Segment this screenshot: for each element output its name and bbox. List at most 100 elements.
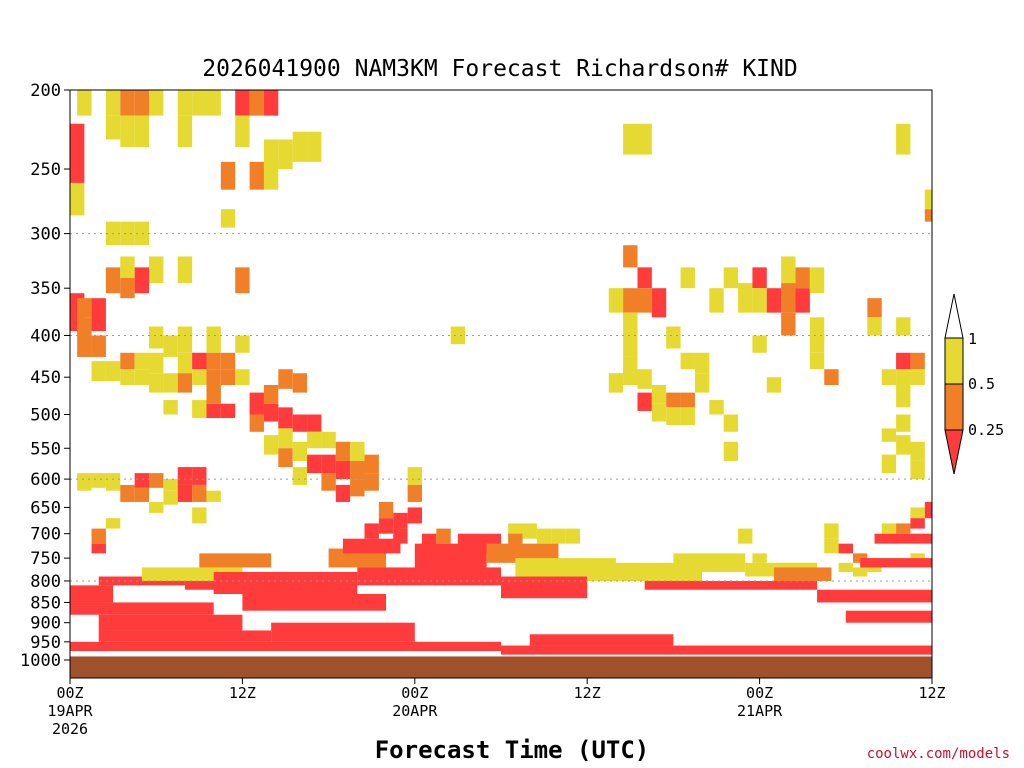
ri-cell	[105, 473, 121, 491]
ri-cell	[220, 161, 236, 190]
ri-cell	[364, 473, 379, 491]
ri-band	[213, 572, 358, 595]
ri-cell	[623, 288, 638, 313]
ri-band	[529, 634, 674, 646]
ri-cell	[77, 298, 92, 318]
ri-cell	[278, 369, 293, 389]
colorbar-label-0-25: 0.25	[968, 421, 1004, 439]
ri-cell	[364, 454, 379, 474]
ri-band	[70, 585, 114, 595]
y-tick-label: 550	[30, 439, 61, 459]
ri-cell	[393, 512, 408, 529]
ri-cell	[694, 373, 710, 393]
ri-cell	[407, 507, 422, 524]
y-tick-label: 500	[30, 406, 61, 426]
ri-cell	[838, 543, 853, 554]
ri-cell	[149, 501, 164, 513]
y-tick-label: 900	[30, 614, 61, 634]
ri-cell	[220, 403, 236, 419]
ri-cell	[77, 473, 92, 491]
ri-cell	[91, 298, 106, 332]
ri-band	[501, 576, 588, 599]
ri-cell	[608, 288, 624, 313]
ri-band	[70, 594, 114, 603]
ri-cell	[206, 490, 221, 502]
ri-cell	[192, 90, 207, 116]
x-tick-label: 20APR	[392, 702, 438, 720]
chart-title: 2026041900 NAM3KM Forecast Richardson# K…	[202, 56, 797, 82]
ri-cell	[738, 528, 753, 544]
ri-cell	[77, 335, 92, 357]
ri-cell	[163, 490, 178, 505]
colorbar-low-arrow	[944, 429, 964, 475]
ri-cell	[235, 267, 250, 294]
ri-cell	[134, 115, 150, 148]
ri-cell	[177, 326, 193, 353]
ri-band	[70, 641, 501, 652]
ri-band	[184, 580, 243, 590]
ri-cell	[249, 90, 264, 116]
ri-band	[486, 543, 559, 563]
ri-cell	[651, 288, 667, 318]
ri-cell	[149, 256, 164, 284]
ri-cell	[177, 352, 193, 374]
ri-cell	[278, 139, 293, 170]
ri-cell	[307, 431, 322, 449]
ri-cell	[723, 441, 739, 461]
ri-cell	[206, 352, 221, 370]
x-tick-label: 19APR	[47, 702, 93, 720]
ri-band	[342, 538, 401, 554]
ri-cell	[809, 352, 825, 370]
ri-cell	[263, 139, 279, 170]
ri-cell	[70, 182, 85, 216]
y-tick-label: 1000	[20, 651, 61, 671]
ri-cell	[738, 283, 753, 313]
ri-band	[242, 594, 387, 611]
ri-cell	[666, 326, 681, 349]
ri-cell	[881, 428, 897, 442]
ri-cell	[134, 90, 150, 116]
ri-cell	[824, 538, 839, 554]
x-tick-label: 21APR	[737, 702, 783, 720]
ri-cell	[307, 454, 322, 474]
ri-cell	[623, 312, 638, 336]
ri-cell	[192, 352, 207, 370]
ri-band	[501, 645, 932, 655]
ri-cell	[694, 352, 710, 374]
ri-cell	[321, 454, 336, 474]
ri-cell	[120, 221, 135, 246]
ri-cell	[91, 528, 106, 544]
ri-cell	[335, 484, 351, 502]
ri-cell	[723, 267, 739, 289]
ri-cell	[321, 473, 336, 491]
ri-cell	[149, 373, 164, 393]
colorbar-mid-segment	[944, 383, 964, 431]
y-tick-label: 300	[30, 225, 61, 245]
ri-cell	[809, 317, 825, 340]
ri-cell	[551, 528, 566, 544]
ri-cell	[134, 352, 150, 370]
ri-cell	[192, 400, 207, 419]
ri-cell	[809, 267, 825, 294]
ri-cell	[263, 90, 279, 116]
ri-band	[271, 622, 415, 642]
ri-cell	[134, 473, 150, 488]
ri-cell	[149, 90, 164, 116]
ri-cell	[809, 335, 825, 353]
ri-cell	[91, 543, 106, 554]
x-tick-label: 00Z	[746, 684, 773, 702]
ri-cell	[450, 326, 466, 345]
ri-cell	[723, 414, 739, 432]
ri-cell	[235, 335, 250, 353]
ri-cell	[666, 392, 681, 408]
x-tick-label: 00Z	[56, 684, 83, 702]
y-tick-label: 800	[30, 572, 61, 592]
ri-cell	[522, 523, 537, 539]
ri-cell	[192, 467, 207, 485]
ri-cell	[177, 90, 193, 116]
ri-band	[70, 602, 214, 615]
ri-cell	[795, 267, 810, 289]
ri-cell	[163, 400, 178, 415]
ri-cell	[120, 115, 135, 148]
